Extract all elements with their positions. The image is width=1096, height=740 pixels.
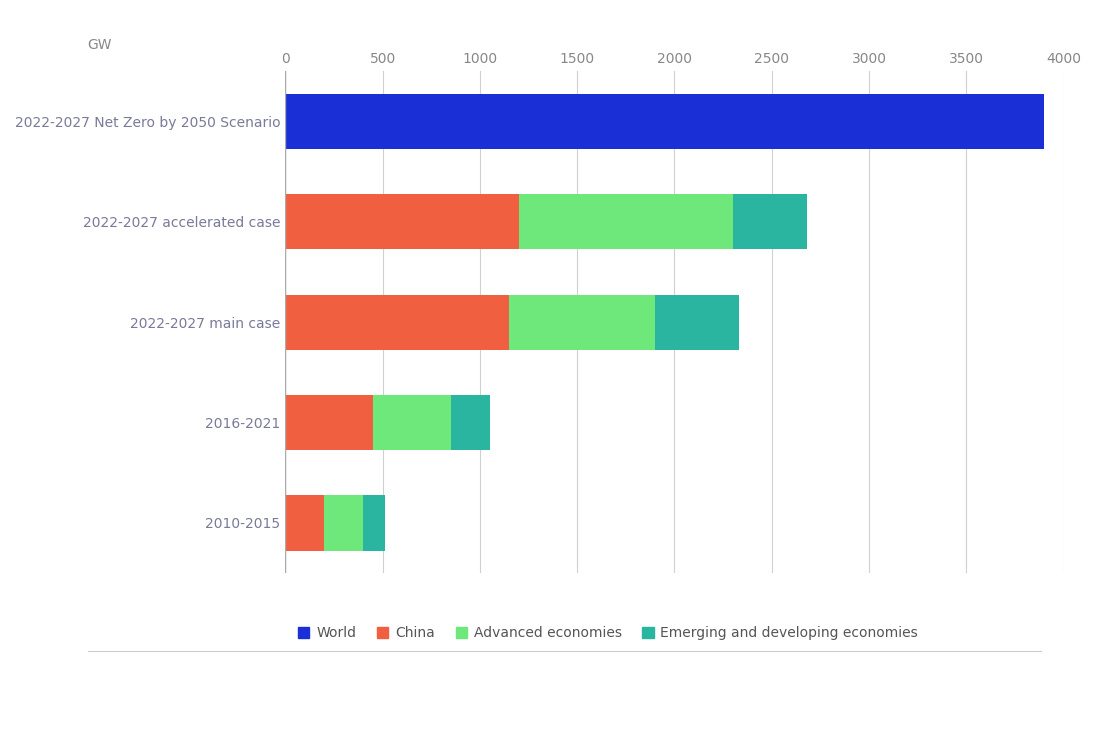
Bar xyxy=(285,94,1044,149)
Bar xyxy=(518,194,733,249)
Bar xyxy=(285,194,518,249)
Bar xyxy=(285,495,324,551)
Bar xyxy=(733,194,807,249)
Bar xyxy=(324,495,363,551)
Bar xyxy=(285,395,373,450)
Bar xyxy=(655,295,739,350)
Legend: World, China, Advanced economies, Emerging and developing economies: World, China, Advanced economies, Emergi… xyxy=(293,621,924,645)
Bar xyxy=(363,495,385,551)
Text: GW: GW xyxy=(88,38,112,52)
Bar xyxy=(285,295,510,350)
Bar xyxy=(373,395,450,450)
Bar xyxy=(450,395,490,450)
Bar xyxy=(510,295,655,350)
